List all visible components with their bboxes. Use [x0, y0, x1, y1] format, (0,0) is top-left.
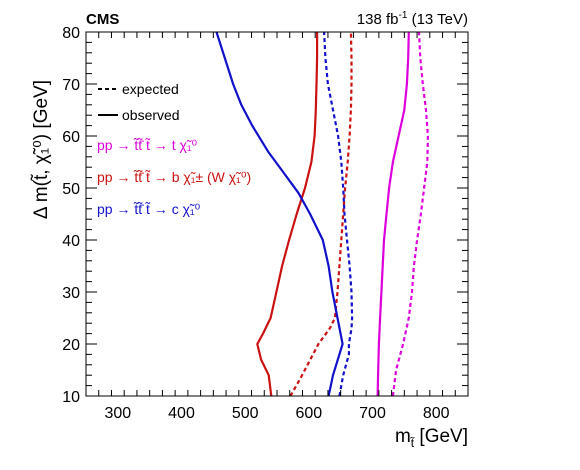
- x-axis-label: mt̃ [GeV]: [395, 426, 468, 450]
- plot-area: [215, 32, 429, 396]
- y-axis-label: Δ m(t̃, χ̃₁⁰) [GeV]: [30, 80, 52, 219]
- series-line-0: [376, 32, 410, 396]
- legend-model-0: pp → t̃t̃̄ t̃ → t χ̃₁⁰: [97, 137, 198, 153]
- x-axis-label-main: m: [395, 426, 411, 447]
- luminosity-value: 138 fb: [357, 11, 399, 28]
- y-tick-label: 20: [62, 337, 80, 354]
- y-tick-label: 40: [62, 233, 80, 250]
- x-axis-label-unit: [GeV]: [414, 426, 468, 447]
- legend-model-1: pp → t̃t̃̄ t̃ → b χ̃₁± (W χ̃₁⁰): [97, 169, 251, 185]
- y-tick-label: 60: [62, 129, 80, 146]
- energy-label: (13 TeV): [407, 11, 468, 28]
- series-line-1: [391, 32, 429, 396]
- series-line-2: [256, 32, 319, 396]
- legend-model-2: pp → t̃t̃̄ t̃ → c χ̃₁⁰: [97, 201, 201, 217]
- x-tick-label: 800: [423, 405, 450, 422]
- cms-label: CMS: [86, 11, 119, 28]
- x-tick-label: 500: [232, 405, 259, 422]
- legend-label-dashed: expected: [122, 81, 179, 97]
- x-tick-label: 400: [168, 405, 195, 422]
- luminosity-label: 138 fb-1 (13 TeV): [357, 10, 468, 28]
- series-line-3: [289, 32, 353, 396]
- x-axis-label-sub: t̃: [409, 435, 415, 450]
- luminosity-exponent: -1: [399, 10, 408, 21]
- y-tick-label: 10: [62, 389, 80, 406]
- y-tick-label: 50: [62, 181, 80, 198]
- x-tick-label: 700: [359, 405, 386, 422]
- x-tick-label: 300: [104, 405, 131, 422]
- series-line-4: [215, 32, 344, 396]
- y-tick-label: 30: [62, 285, 80, 302]
- x-tick-label: 600: [295, 405, 322, 422]
- legend-label-solid: observed: [122, 107, 180, 123]
- y-tick-label: 80: [62, 25, 80, 42]
- series-line-5: [323, 32, 354, 396]
- y-tick-label: 70: [62, 77, 80, 94]
